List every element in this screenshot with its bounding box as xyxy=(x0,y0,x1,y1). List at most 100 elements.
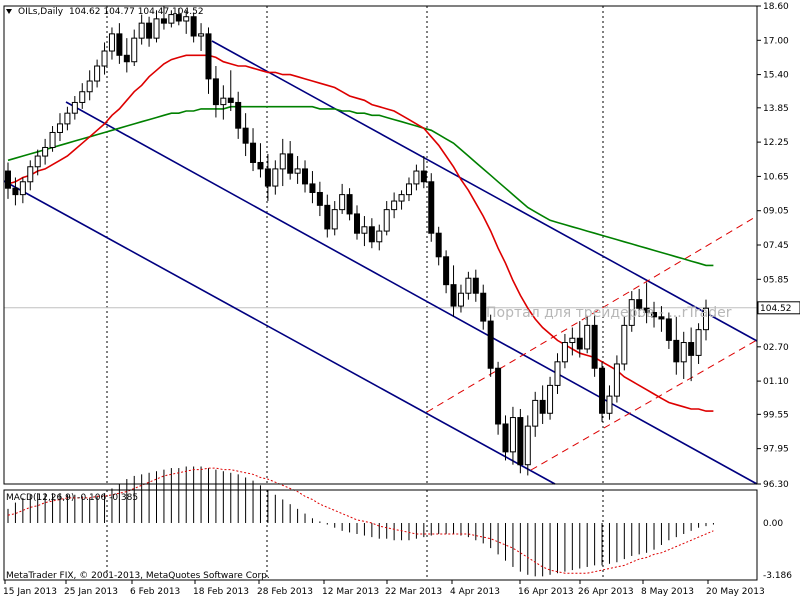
candlestick xyxy=(435,226,442,266)
candle-body xyxy=(235,101,242,129)
candlestick xyxy=(405,177,412,202)
candlestick xyxy=(621,316,628,371)
candle-body xyxy=(480,292,487,322)
candlestick xyxy=(665,312,672,349)
price-axis-tick-label: 02.70 xyxy=(763,343,789,353)
candlestick xyxy=(658,306,665,332)
candle-body xyxy=(621,324,628,365)
price-axis-tick-label: 07.45 xyxy=(763,241,789,251)
candle-body xyxy=(420,170,427,183)
candlestick xyxy=(19,177,26,204)
candle-body xyxy=(324,204,331,230)
candlestick xyxy=(599,361,606,422)
candle-body xyxy=(346,194,353,215)
candlestick xyxy=(413,164,420,191)
candlestick xyxy=(673,316,680,375)
price-axis-tick-label: 12.25 xyxy=(763,138,789,148)
candlestick xyxy=(190,12,197,43)
candle-body xyxy=(250,142,257,163)
candle-body xyxy=(56,123,63,133)
candle-body xyxy=(316,191,323,206)
candle-body xyxy=(465,277,472,294)
candle-body xyxy=(435,232,442,258)
candlestick xyxy=(64,106,71,131)
date-axis-tick-label: 15 Jan 2013 xyxy=(3,587,57,597)
trend-channel-dashed-line xyxy=(426,215,758,413)
candle-body xyxy=(116,33,123,56)
candlestick xyxy=(116,23,123,64)
candlestick xyxy=(279,138,286,187)
price-axis-tick-label: 96.30 xyxy=(763,480,789,490)
candlestick xyxy=(212,66,219,118)
candlestick xyxy=(94,59,101,88)
price-axis-tick-label: 13.85 xyxy=(763,104,789,114)
candlestick xyxy=(361,216,368,247)
candlestick xyxy=(428,173,435,242)
date-axis-tick-label: 28 Feb 2013 xyxy=(257,587,313,597)
candlestick xyxy=(688,327,695,382)
price-axis-tick-label: 01.10 xyxy=(763,377,789,387)
candlestick xyxy=(168,10,175,28)
moving-average-green-line xyxy=(7,105,714,267)
candle-body xyxy=(628,299,635,326)
candlestick xyxy=(198,23,205,52)
candle-body xyxy=(636,299,643,309)
candlestick xyxy=(695,323,702,364)
candlestick xyxy=(242,113,249,157)
candle-body xyxy=(108,33,115,52)
candle-body xyxy=(168,14,175,24)
candlestick xyxy=(480,284,487,330)
candlestick xyxy=(235,91,242,139)
candlestick xyxy=(79,83,86,109)
price-axis-tick-label: 18.60 xyxy=(763,2,789,12)
date-axis-tick-label: 18 Feb 2013 xyxy=(193,587,249,597)
price-axis-tick-label: 05.85 xyxy=(763,275,789,285)
candlestick xyxy=(86,70,93,101)
candle-body xyxy=(257,161,264,170)
candlestick xyxy=(257,143,264,178)
current-price-marker xyxy=(757,301,800,315)
candlestick xyxy=(457,284,464,313)
candle-body xyxy=(205,33,212,80)
candle-body xyxy=(576,337,583,350)
candle-body xyxy=(242,127,249,144)
candle-body xyxy=(101,50,108,67)
candlestick xyxy=(34,149,41,176)
candle-body xyxy=(517,417,524,466)
candlestick xyxy=(680,331,687,379)
candlestick xyxy=(272,160,279,195)
candlestick xyxy=(354,205,360,240)
chart-symbol-label: OILs,Daily xyxy=(18,7,64,17)
candlestick xyxy=(287,141,294,180)
copyright-text: MetaTrader FIX, © 2001-2013, MetaQuotes … xyxy=(6,571,270,581)
candle-body xyxy=(584,324,591,350)
candle-body xyxy=(227,97,234,103)
candle-body xyxy=(339,194,346,211)
trend-channel-line xyxy=(65,101,758,485)
candlestick xyxy=(539,385,546,424)
candle-body xyxy=(591,324,598,369)
candlestick xyxy=(703,299,709,341)
candlestick xyxy=(316,181,323,217)
candle-body xyxy=(94,65,101,82)
trend-channel-line xyxy=(211,40,758,342)
candlestick xyxy=(227,70,234,112)
candlestick xyxy=(324,194,331,238)
candle-body xyxy=(27,166,34,183)
date-axis-tick-label: 12 Mar 2013 xyxy=(322,587,379,597)
price-axis-tick-label: 15.40 xyxy=(763,71,789,81)
candle-body xyxy=(398,194,405,202)
candle-body xyxy=(331,209,338,230)
candle-body xyxy=(457,292,464,307)
candlestick xyxy=(146,16,153,47)
candlestick xyxy=(443,250,450,294)
candle-body xyxy=(368,226,375,243)
macd-plot-frame xyxy=(3,489,758,581)
candle-body xyxy=(554,361,561,386)
candle-body xyxy=(695,329,702,356)
candle-body xyxy=(160,18,167,24)
candle-body xyxy=(472,277,479,294)
date-axis-tick-label: 8 May 2013 xyxy=(641,587,694,597)
